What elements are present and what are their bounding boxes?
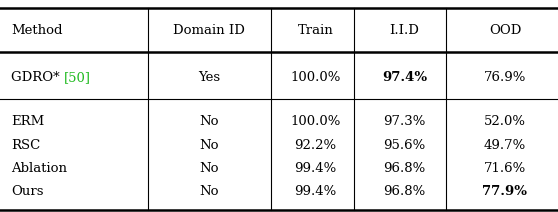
Text: No: No — [200, 185, 219, 198]
Text: 49.7%: 49.7% — [484, 139, 526, 152]
Text: 76.9%: 76.9% — [484, 71, 526, 84]
Text: 97.4%: 97.4% — [382, 71, 427, 84]
Text: Ablation: Ablation — [11, 162, 67, 175]
Text: No: No — [200, 162, 219, 175]
Text: No: No — [200, 139, 219, 152]
Text: 96.8%: 96.8% — [383, 185, 426, 198]
Text: RSC: RSC — [11, 139, 40, 152]
Text: 96.8%: 96.8% — [383, 162, 426, 175]
Text: Yes: Yes — [198, 71, 220, 84]
Text: Train: Train — [297, 24, 333, 37]
Text: GDRO*: GDRO* — [11, 71, 64, 84]
Text: [50]: [50] — [64, 71, 90, 84]
Text: 97.3%: 97.3% — [383, 115, 426, 128]
Text: 92.2%: 92.2% — [294, 139, 336, 152]
Text: OOD: OOD — [489, 24, 521, 37]
Text: ERM: ERM — [11, 115, 45, 128]
Text: 99.4%: 99.4% — [294, 162, 336, 175]
Text: 71.6%: 71.6% — [484, 162, 526, 175]
Text: 77.9%: 77.9% — [483, 185, 527, 198]
Text: 95.6%: 95.6% — [383, 139, 426, 152]
Text: Ours: Ours — [11, 185, 44, 198]
Text: 52.0%: 52.0% — [484, 115, 526, 128]
Text: Domain ID: Domain ID — [174, 24, 245, 37]
Text: 99.4%: 99.4% — [294, 185, 336, 198]
Text: No: No — [200, 115, 219, 128]
Text: I.I.D: I.I.D — [389, 24, 420, 37]
Text: 100.0%: 100.0% — [290, 115, 340, 128]
Text: 100.0%: 100.0% — [290, 71, 340, 84]
Text: Method: Method — [11, 24, 62, 37]
